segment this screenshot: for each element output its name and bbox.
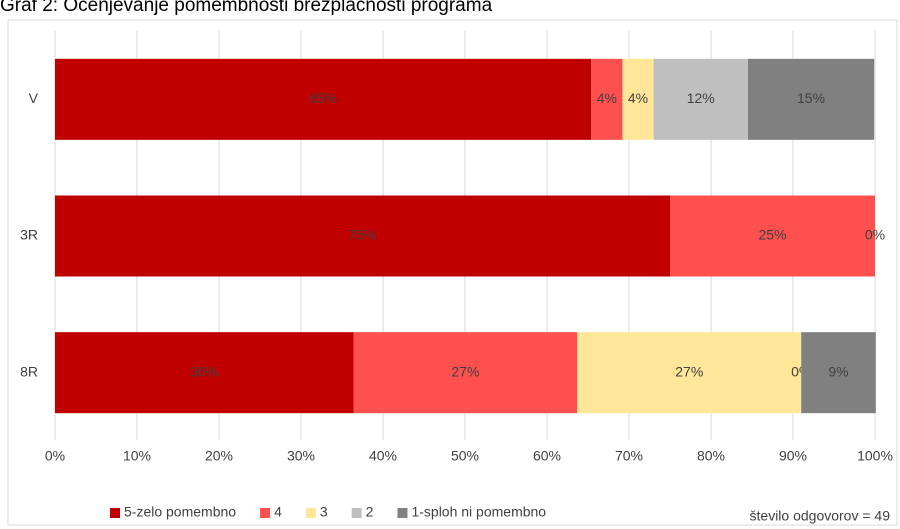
y-tick-label: 3R: [20, 227, 38, 243]
bar-segment: [577, 332, 802, 414]
x-tick-label: 60%: [533, 448, 561, 464]
bar-segment: [55, 332, 354, 414]
data-label: 9%: [828, 363, 848, 379]
legend-label: 3: [320, 504, 328, 520]
data-label: 25%: [758, 227, 786, 243]
chart-title: Graf 2: Ocenjevanje pomembnosti brezplač…: [0, 0, 493, 16]
legend-swatch: [351, 508, 362, 518]
bar-segment: [55, 195, 670, 277]
x-tick-label: 10%: [123, 448, 151, 464]
legend-swatch: [110, 508, 120, 518]
legend-label: 2: [366, 504, 374, 520]
data-label: 75%: [348, 227, 376, 243]
x-tick-label: 40%: [369, 448, 397, 464]
bar-segment: [801, 332, 876, 414]
data-label: 36%: [190, 363, 218, 379]
x-tick-label: 0%: [45, 448, 65, 464]
legend-label: 5-zelo pomembno: [124, 504, 236, 520]
data-label: 4%: [628, 90, 648, 106]
y-tick-label: V: [29, 90, 39, 106]
bar-segment: [622, 58, 654, 140]
data-label: 12%: [687, 90, 715, 106]
x-tick-label: 30%: [287, 448, 315, 464]
legend-swatch: [397, 508, 408, 518]
annotation: število odgovorov = 49: [750, 508, 891, 524]
bar-segment: [653, 58, 748, 140]
x-tick-label: 100%: [857, 448, 893, 464]
legend-label: 4: [274, 504, 282, 520]
x-tick-label: 20%: [205, 448, 233, 464]
x-tick-label: 50%: [451, 448, 479, 464]
y-tick-label: 8R: [20, 363, 38, 379]
bar-segment: [747, 58, 875, 140]
data-label: 15%: [797, 90, 825, 106]
data-label: 0%: [865, 227, 885, 243]
bar-segment: [591, 58, 623, 140]
x-tick-label: 80%: [697, 448, 725, 464]
data-label: 27%: [451, 363, 479, 379]
legend-label: 1-sploh ni pomembno: [411, 504, 546, 520]
data-label: 4%: [597, 90, 617, 106]
legend-swatch: [305, 508, 316, 518]
data-label: 27%: [675, 363, 703, 379]
legend-swatch: [260, 508, 271, 518]
x-tick-label: 90%: [779, 448, 807, 464]
x-tick-label: 70%: [615, 448, 643, 464]
bar-segment: [670, 195, 875, 277]
bar-segment: [353, 332, 578, 414]
bar-segment: [55, 58, 592, 140]
data-label: 65%: [309, 90, 337, 106]
chart-frame: [7, 19, 898, 526]
